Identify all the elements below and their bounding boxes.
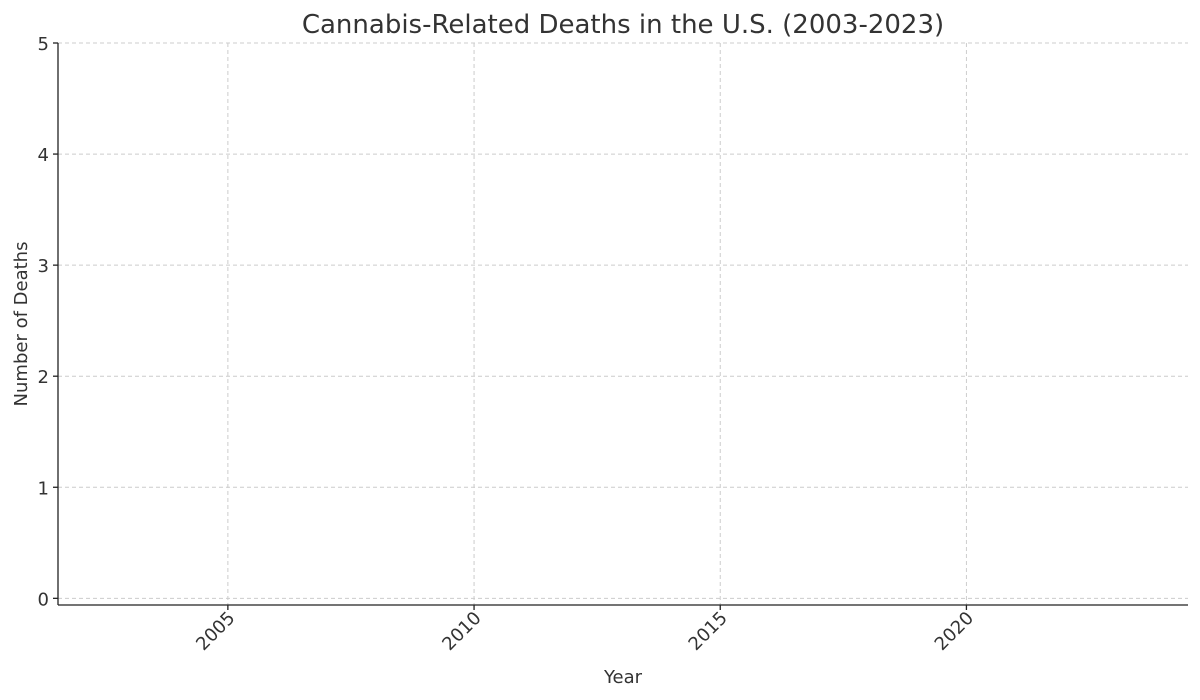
x-tick-label: 2020 <box>931 608 978 655</box>
x-axis-label: Year <box>603 667 643 688</box>
x-tick-label: 2005 <box>192 608 239 655</box>
y-axis-label: Number of Deaths <box>11 242 32 407</box>
y-tick-label: 2 <box>38 367 49 388</box>
y-tick-label: 4 <box>38 145 49 166</box>
y-tick-label: 5 <box>38 34 49 55</box>
y-tick-label: 3 <box>38 256 49 277</box>
chart-title: Cannabis-Related Deaths in the U.S. (200… <box>302 10 944 40</box>
x-tick-label: 2015 <box>685 608 732 655</box>
x-tick-label: 2010 <box>438 608 485 655</box>
y-tick-label: 0 <box>38 589 49 610</box>
y-tick-label: 1 <box>38 478 49 499</box>
